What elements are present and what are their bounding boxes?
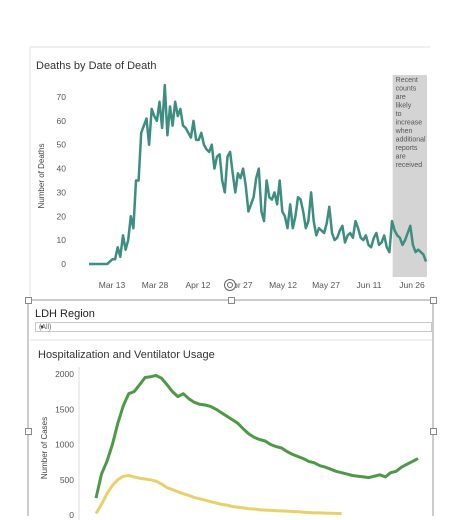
x-tick-label: Jun 11: [357, 280, 382, 290]
x-tick-label: Apr 12: [185, 280, 210, 290]
resize-handle-mr[interactable]: [430, 428, 437, 435]
x-tick-label: Mar 13: [99, 280, 126, 290]
y-tick-label: 0: [69, 510, 74, 520]
deaths-series-line: [89, 83, 428, 266]
resize-handle-tm[interactable]: [228, 297, 235, 304]
x-tick-label: May 27: [312, 280, 340, 290]
hosp-y-axis-label: Number of Cases: [40, 417, 49, 479]
y-tick-label: 30: [57, 187, 67, 197]
deaths-y-axis-label: Number of Deaths: [37, 144, 46, 209]
y-tick-label: 2000: [55, 369, 74, 379]
annotation-line: when: [395, 128, 413, 135]
annotation-line: likely: [396, 103, 412, 110]
y-tick-label: 20: [57, 211, 67, 221]
resize-handle-ml[interactable]: [25, 428, 32, 435]
region-filter-title: LDH Region: [35, 308, 95, 320]
hosp-chart-title: Hospitalization and Ventilator Usage: [38, 349, 215, 361]
y-tick-label: 10: [57, 235, 67, 245]
x-tick-label: Mar 28: [142, 280, 169, 290]
hospitalization-chart: Hospitalization and Ventilator Usage Num…: [38, 349, 419, 520]
region-select-value: (All): [39, 324, 52, 331]
filter-divider: [30, 339, 432, 341]
region-select[interactable]: (All) ▼: [35, 322, 432, 332]
annotation-line: additional: [396, 137, 426, 144]
resize-handle-tr[interactable]: [430, 297, 437, 304]
y-tick-label: 70: [57, 92, 67, 102]
y-tick-label: 1000: [55, 440, 74, 450]
pan-control-icon[interactable]: [223, 278, 237, 292]
chevron-down-icon: ▼: [39, 325, 45, 331]
resize-handle-tl[interactable]: [25, 297, 32, 304]
y-tick-label: 50: [57, 140, 67, 150]
shaded-region: [392, 75, 427, 277]
deaths-chart: Deaths by Date of Death Number of Deaths…: [29, 46, 430, 296]
annotation-line: are: [396, 94, 406, 101]
deaths-chart-title: Deaths by Date of Death: [36, 60, 156, 72]
annotation-line: received: [396, 162, 423, 169]
annotation-line: to: [396, 111, 402, 118]
ventilator-series-line: [94, 474, 342, 516]
y-tick-label: 1500: [55, 404, 74, 414]
hospitalization-series-line: [94, 373, 419, 499]
x-tick-label: Apr 27: [227, 280, 252, 290]
annotation-line: Recent: [396, 77, 418, 84]
annotation-line: increase: [396, 120, 423, 127]
y-tick-label: 60: [57, 116, 67, 126]
y-tick-label: 40: [57, 164, 67, 174]
x-tick-label: May 12: [269, 280, 297, 290]
annotation-line: counts: [396, 86, 417, 93]
annotation-line: are: [396, 154, 406, 161]
annotation-line: reports: [396, 145, 418, 152]
y-tick-label: 0: [61, 259, 66, 269]
x-tick-label: Jun 26: [399, 280, 425, 290]
y-tick-label: 500: [60, 475, 74, 485]
